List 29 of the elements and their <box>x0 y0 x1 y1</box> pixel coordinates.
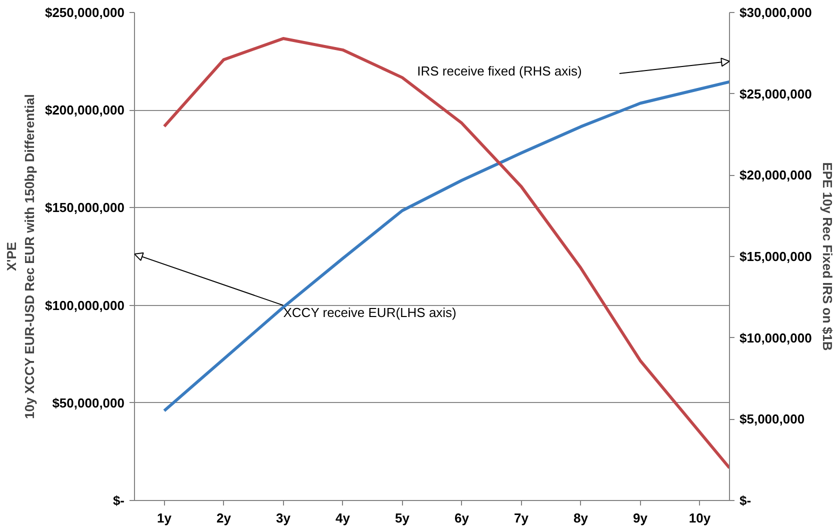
y-tick-label: $50,000,000 <box>52 395 125 410</box>
y-tick-label: $100,000,000 <box>44 298 125 313</box>
x-tick-label: 5y <box>395 510 410 526</box>
x-tick-label: 8y <box>574 510 589 526</box>
y2-tick-label: $- <box>740 493 752 508</box>
y-tick-label: $250,000,000 <box>44 5 125 20</box>
x-tick-label: 9y <box>633 510 648 526</box>
y2-tick-label: $10,000,000 <box>740 330 812 346</box>
y-tick-label: $150,000,000 <box>44 200 125 216</box>
x-tick-label: 4y <box>336 510 351 526</box>
x-tick-label: 1y <box>157 510 172 526</box>
x-tick-label: 10y <box>688 510 712 526</box>
y-tick-label: $200,000,000 <box>44 102 125 118</box>
x-tick-label: 2y <box>216 510 232 526</box>
y2-tick-label: $25,000,000 <box>740 86 812 102</box>
x-tick-label: 6y <box>454 510 470 526</box>
y2-tick-label: $5,000,000 <box>740 412 805 427</box>
line-series <box>162 80 730 412</box>
y2-tick-label: $20,000,000 <box>740 168 812 183</box>
y2-axis-title: EPE 10y Rec Fixed IRS on $1B <box>820 162 835 351</box>
y-axis-title: X'PE 10y XCCY EUR-USD Rec EUR with 150bp Differential <box>4 94 37 420</box>
y2-tick-label: $15,000,000 <box>740 249 812 264</box>
x-tick-label: 7y <box>514 510 530 526</box>
y2-tick-label: $30,000,000 <box>740 5 812 20</box>
x-tick-label: 3y <box>276 510 292 526</box>
annotation: XCCY receive EUR(LHS axis) <box>283 304 456 320</box>
y-tick-label: $- <box>112 493 125 508</box>
annotation: IRS receive fixed (RHS axis) <box>417 63 582 78</box>
line-series <box>162 37 730 470</box>
